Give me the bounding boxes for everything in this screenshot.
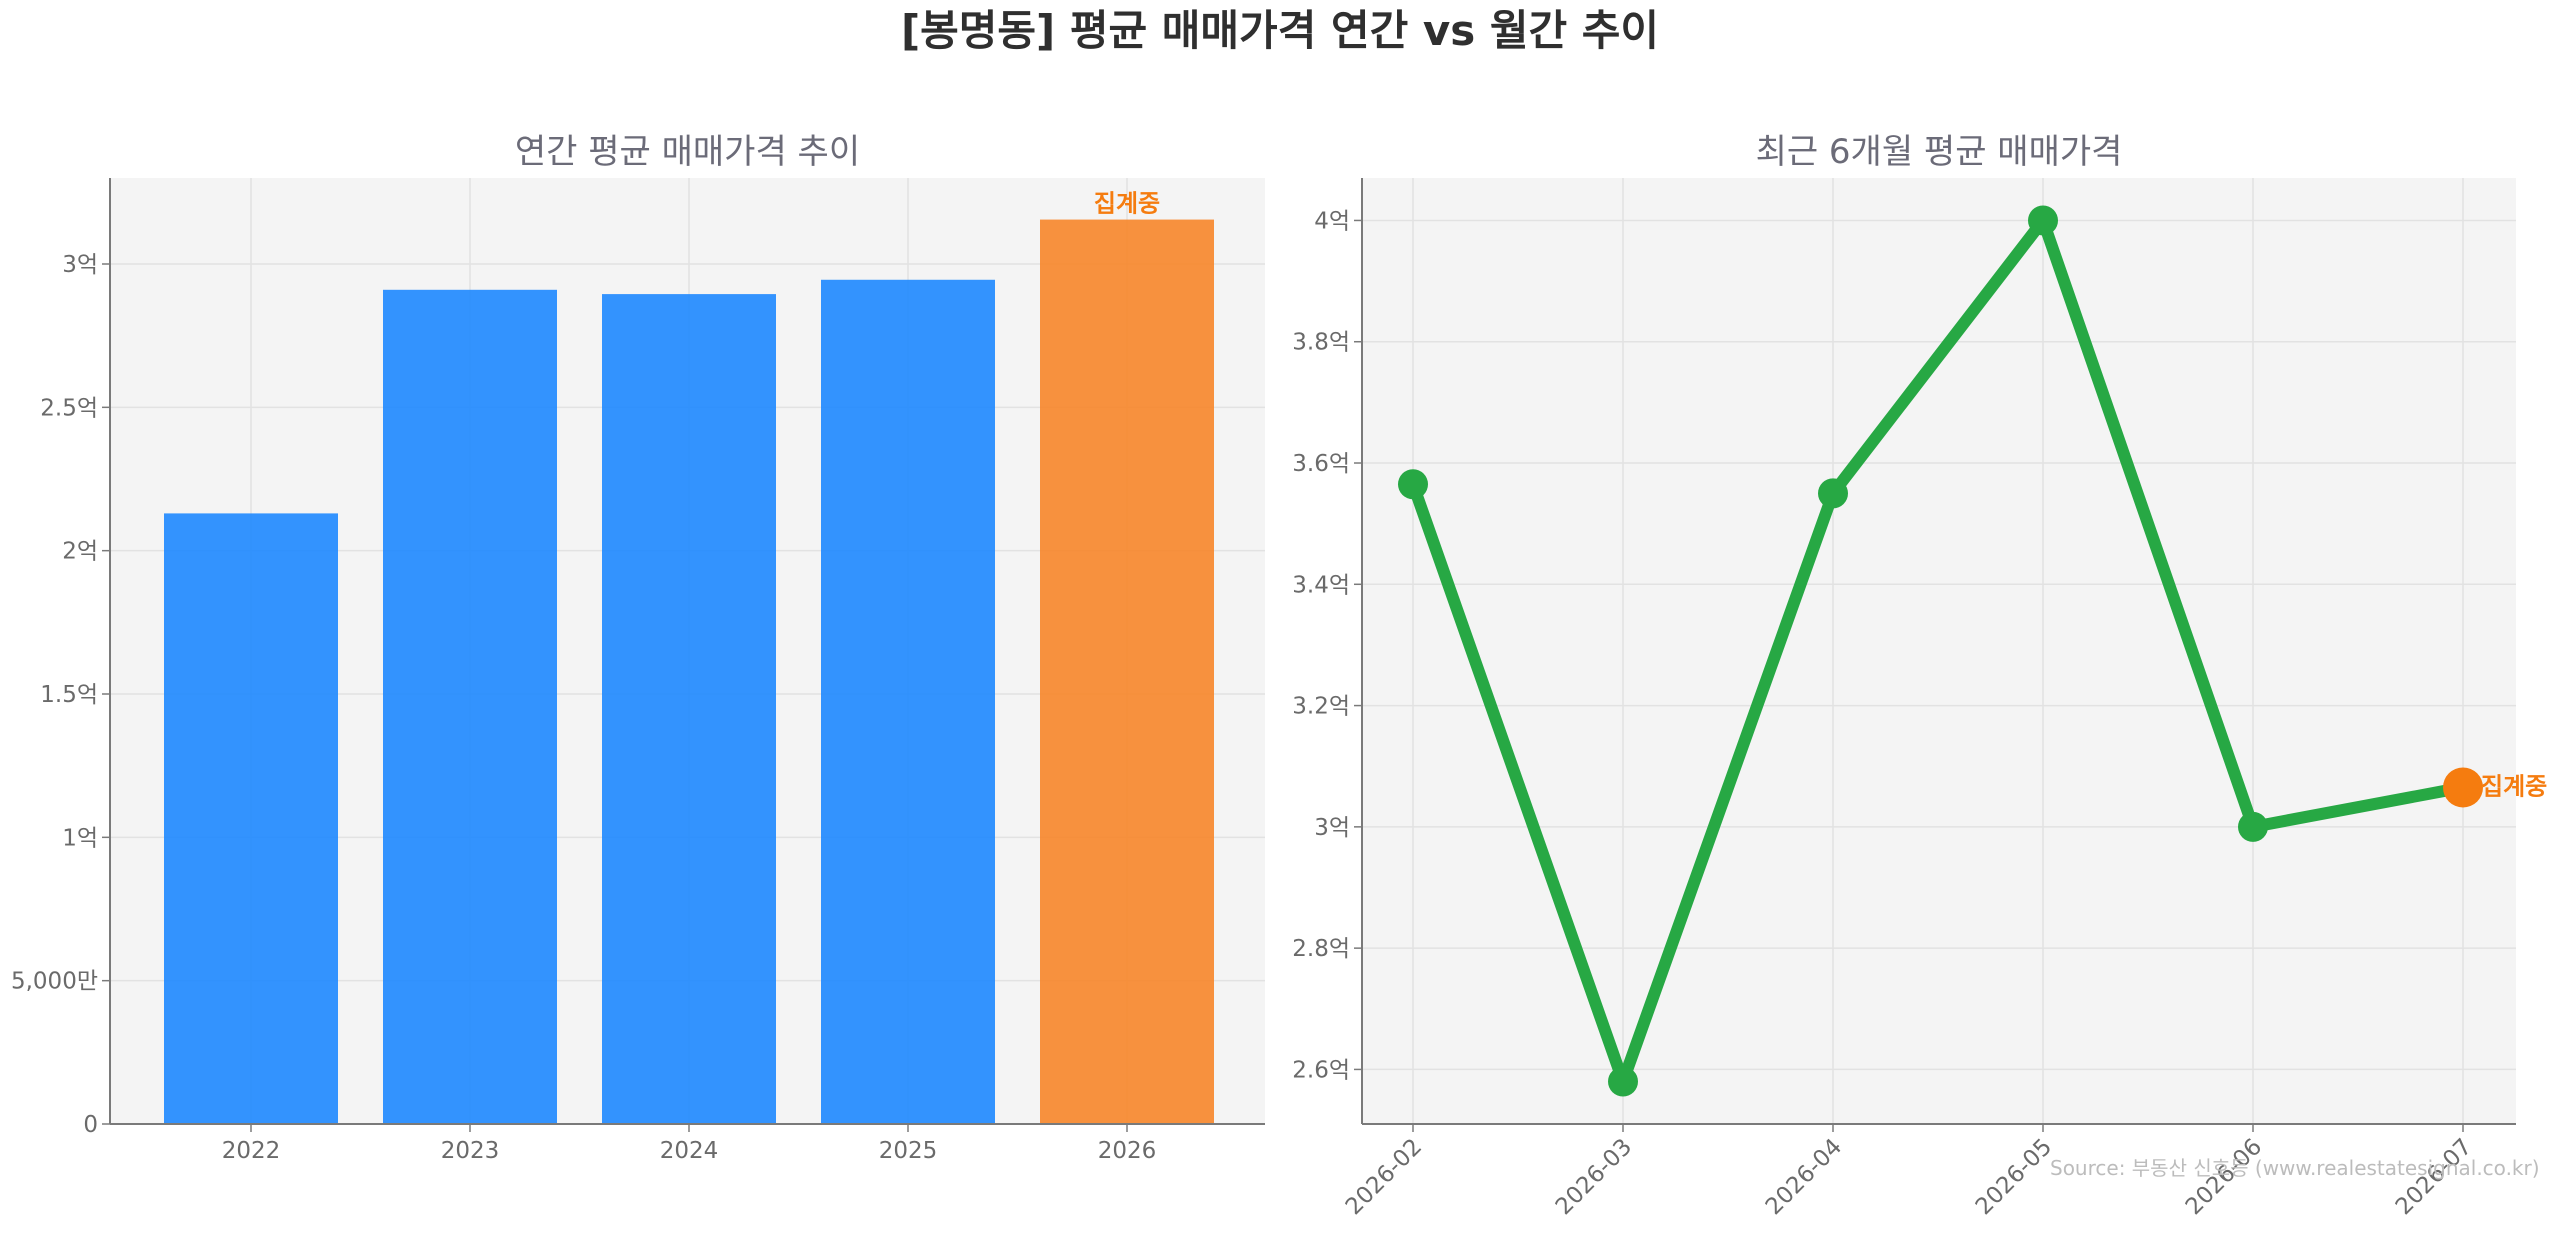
bar-chart-title: 연간 평균 매매가격 추이 [514,132,861,172]
line-point [1608,1066,1638,1097]
bar-ytick-label: 1억 [62,825,98,851]
line-ytick-label: 3.2억 [1292,694,1350,720]
line-ytick-label: 3.4억 [1292,572,1350,598]
bar-xtick-label: 2024 [660,1138,719,1164]
bar-ytick-label: 1.5억 [40,682,98,708]
bar-xtick-label: 2023 [441,1138,500,1164]
source-note: Source: 부동산 신호등 (www.realestatesignal.co… [2050,1156,2540,1180]
bar-xtick-label: 2025 [879,1138,938,1164]
main-title: [봉명동] 평균 매매가격 연간 vs 월간 추이 [900,6,1660,55]
line-point [1818,478,1848,509]
bar [821,279,995,1124]
line-xtick-label: 2026-03 [1551,1134,1637,1220]
bar-ytick-label: 2.5억 [40,395,98,421]
line-ytick-label: 2.8억 [1292,936,1350,962]
bar-xtick-label: 2026 [1098,1138,1157,1164]
bar-ytick-label: 2억 [62,539,98,565]
bar [383,289,557,1124]
bar [602,294,776,1125]
line-ytick-label: 3.6억 [1292,451,1350,477]
line-xtick-label: 2026-05 [1971,1134,2057,1220]
bar-ytick-label: 0 [83,1112,98,1138]
bar-chart-panel: 0 5,000만 1억 1.5억 2억 2.5억 3억 2022 2023 2024 2025 202… [11,178,1265,1164]
line-ytick-label: 2.6억 [1292,1057,1350,1083]
line-xtick-label: 2026-04 [1761,1134,1847,1220]
line-annotation-label: 집계중 [2481,772,2547,800]
line-ytick-label: 3억 [1314,815,1350,841]
line-point-pending [2443,767,2483,808]
line-ytick-label: 4억 [1314,208,1350,234]
line-plot-area [1362,178,2516,1124]
bar-xtick-label: 2022 [222,1138,281,1164]
line-ytick-label: 3.8억 [1292,330,1350,356]
bar-ytick-label: 5,000만 [11,969,98,995]
line-chart-title: 최근 6개월 평균 매매가격 [1755,132,2123,172]
bar-ytick-label: 3억 [62,252,98,278]
line-point [2238,811,2268,842]
bar-pending [1040,219,1214,1125]
line-series-path [1407,214,2469,1088]
bar [164,513,338,1124]
line-point [2028,205,2058,236]
bar-annotation-label: 집계중 [1094,190,1160,218]
line-point [1398,469,1428,500]
line-xtick-label: 2026-02 [1341,1134,1427,1220]
